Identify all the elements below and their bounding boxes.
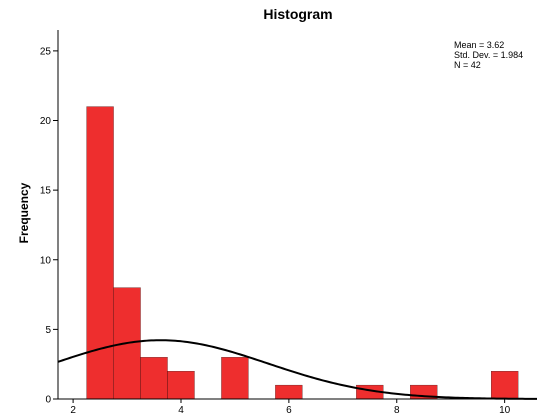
axes-group: 0 5 10 15 20 25 2 4 6 8 10 — [40, 30, 537, 416]
y-tick-label-20: 20 — [40, 116, 52, 127]
y-tick-label-25: 25 — [40, 46, 52, 57]
y-tick-label-0: 0 — [45, 395, 51, 406]
bars-group — [86, 106, 519, 400]
stat-n: N = 42 — [454, 60, 481, 70]
histogram-bar-2 — [140, 357, 168, 400]
y-tick-label-5: 5 — [45, 325, 51, 336]
y-tick-label-10: 10 — [40, 255, 52, 266]
normal-curve — [57, 339, 537, 400]
stat-mean: Mean = 3.62 — [454, 40, 504, 50]
x-tick-label-4: 4 — [178, 405, 184, 416]
x-tick-label-8: 8 — [394, 405, 400, 416]
chart-title: Histogram — [263, 6, 332, 22]
histogram-bar-4 — [221, 357, 249, 400]
histogram-bar-0 — [86, 106, 114, 400]
histogram-bar-5 — [275, 384, 303, 400]
histogram-bar-3 — [167, 371, 195, 400]
normal-curve-group — [57, 339, 537, 400]
x-tick-label-6: 6 — [286, 405, 292, 416]
x-tick-label-2: 2 — [70, 405, 76, 416]
stats-box: Mean = 3.62 Std. Dev. = 1.984 N = 42 — [454, 40, 523, 70]
x-tick-label-10: 10 — [499, 405, 511, 416]
y-axis-label: Frequency — [17, 182, 31, 243]
y-tick-label-15: 15 — [40, 186, 52, 197]
histogram-bar-8 — [491, 371, 519, 400]
stat-std-dev: Std. Dev. = 1.984 — [454, 50, 523, 60]
